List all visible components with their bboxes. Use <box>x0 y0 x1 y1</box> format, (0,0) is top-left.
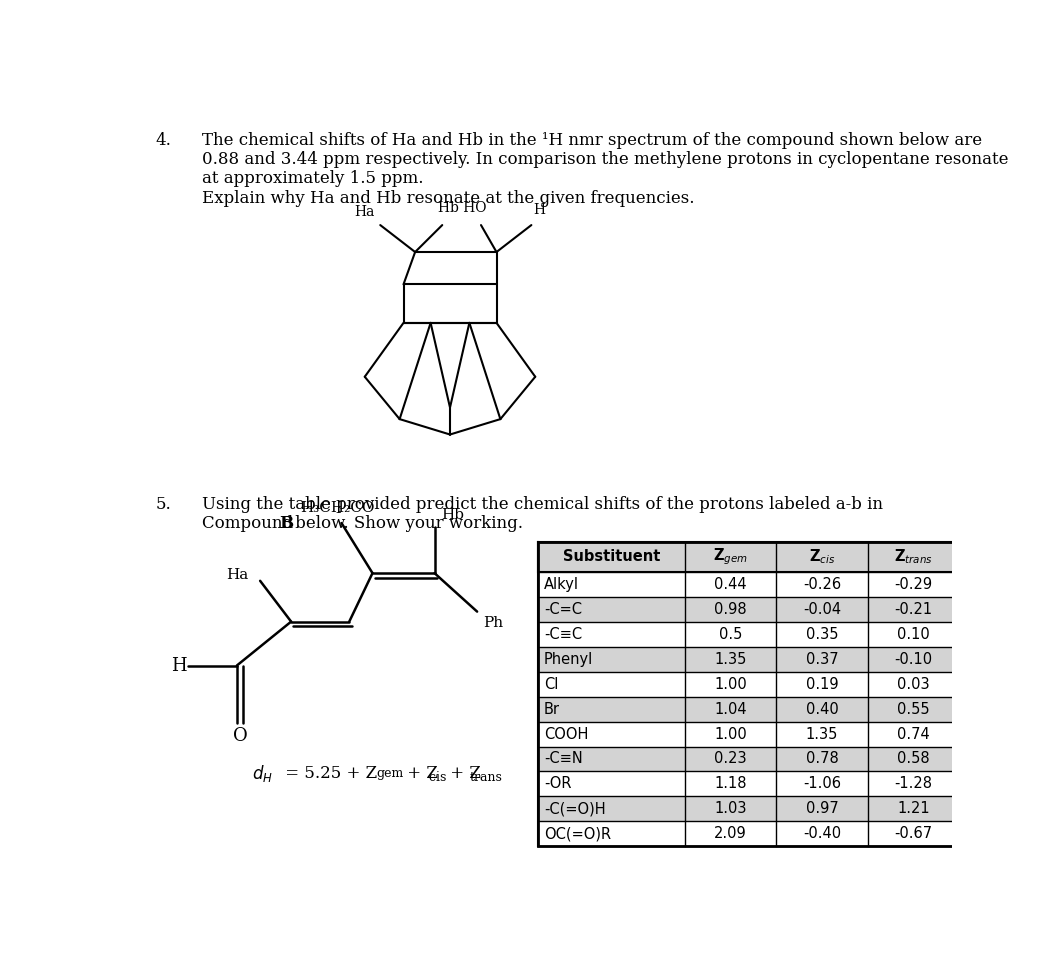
Text: Phenyl: Phenyl <box>544 651 594 667</box>
Bar <box>537 542 960 847</box>
Text: 0.58: 0.58 <box>897 751 930 766</box>
Text: -0.40: -0.40 <box>803 827 841 841</box>
Text: $d_{H}$: $d_{H}$ <box>253 763 273 784</box>
Text: 1.21: 1.21 <box>897 802 930 816</box>
Text: Z$_{gem}$: Z$_{gem}$ <box>713 547 748 567</box>
Bar <box>537 696 960 721</box>
Text: below. Show your working.: below. Show your working. <box>290 515 523 533</box>
Text: 0.35: 0.35 <box>806 627 838 642</box>
Text: B: B <box>279 515 294 533</box>
Text: H₃CH₂CO: H₃CH₂CO <box>300 501 375 515</box>
Text: Hb: Hb <box>441 508 463 521</box>
Text: 0.5: 0.5 <box>718 627 743 642</box>
Text: -1.28: -1.28 <box>894 777 932 791</box>
Text: Cl: Cl <box>544 676 559 692</box>
Text: Explain why Ha and Hb resonate at the given frequencies.: Explain why Ha and Hb resonate at the gi… <box>202 190 694 207</box>
Text: 1.03: 1.03 <box>714 802 747 816</box>
Bar <box>537 796 960 821</box>
Bar <box>537 622 960 647</box>
Text: + Z: + Z <box>444 764 480 782</box>
Text: trans: trans <box>470 771 503 785</box>
Text: -C=C: -C=C <box>544 602 582 617</box>
Text: 0.37: 0.37 <box>806 651 838 667</box>
Text: Alkyl: Alkyl <box>544 577 579 592</box>
Text: -0.26: -0.26 <box>803 577 841 592</box>
Bar <box>537 771 960 796</box>
Bar <box>537 746 960 771</box>
Text: 0.10: 0.10 <box>897 627 930 642</box>
Text: -0.67: -0.67 <box>894 827 932 841</box>
Text: Br: Br <box>544 701 560 717</box>
Text: 0.40: 0.40 <box>805 701 838 717</box>
Text: 1.00: 1.00 <box>714 676 747 692</box>
Text: at approximately 1.5 ppm.: at approximately 1.5 ppm. <box>202 171 423 188</box>
Bar <box>537 647 960 672</box>
Text: -C≡C: -C≡C <box>544 627 582 642</box>
Text: -0.29: -0.29 <box>894 577 932 592</box>
Text: Z$_{trans}$: Z$_{trans}$ <box>894 548 933 566</box>
Text: -C(=O)H: -C(=O)H <box>544 802 605 816</box>
Text: Ha: Ha <box>226 568 249 582</box>
Text: 0.97: 0.97 <box>805 802 838 816</box>
Bar <box>537 572 960 597</box>
Text: -0.04: -0.04 <box>803 602 841 617</box>
Text: 0.78: 0.78 <box>805 751 838 766</box>
Text: Using the table provided predict the chemical shifts of the protons labeled a-b : Using the table provided predict the che… <box>202 496 883 513</box>
Text: H: H <box>171 656 186 674</box>
Bar <box>537 821 960 847</box>
Text: -0.21: -0.21 <box>894 602 932 617</box>
Text: 1.35: 1.35 <box>806 726 838 741</box>
Text: 0.98: 0.98 <box>714 602 747 617</box>
Text: 0.88 and 3.44 ppm respectively. In comparison the methylene protons in cyclopent: 0.88 and 3.44 ppm respectively. In compa… <box>202 151 1008 169</box>
Text: 1.35: 1.35 <box>714 651 747 667</box>
Bar <box>537 542 960 572</box>
Text: -C≡N: -C≡N <box>544 751 583 766</box>
Text: 0.55: 0.55 <box>897 701 930 717</box>
Bar <box>537 672 960 696</box>
Text: 1.04: 1.04 <box>714 701 747 717</box>
Text: 0.44: 0.44 <box>714 577 747 592</box>
Text: 5.: 5. <box>156 496 171 513</box>
Text: Z$_{cis}$: Z$_{cis}$ <box>808 548 835 566</box>
Text: Compound: Compound <box>202 515 298 533</box>
Text: 2.09: 2.09 <box>714 827 747 841</box>
Text: H: H <box>533 203 546 217</box>
Text: 1.18: 1.18 <box>714 777 747 791</box>
Text: -1.06: -1.06 <box>803 777 841 791</box>
Text: COOH: COOH <box>544 726 588 741</box>
Text: Ha: Ha <box>354 205 375 219</box>
Text: Ph: Ph <box>484 616 504 630</box>
Text: 1.00: 1.00 <box>714 726 747 741</box>
Text: 0.03: 0.03 <box>897 676 930 692</box>
Bar <box>537 597 960 622</box>
Text: 0.74: 0.74 <box>897 726 930 741</box>
Text: = 5.25 + Z: = 5.25 + Z <box>279 764 377 782</box>
Text: + Z: + Z <box>402 764 438 782</box>
Text: Hb HO: Hb HO <box>438 201 487 215</box>
Text: 0.19: 0.19 <box>806 676 838 692</box>
Text: The chemical shifts of Ha and Hb in the ¹H nmr spectrum of the compound shown be: The chemical shifts of Ha and Hb in the … <box>202 132 982 148</box>
Text: -OR: -OR <box>544 777 571 791</box>
Text: O: O <box>234 727 249 745</box>
Text: 0.23: 0.23 <box>714 751 747 766</box>
Text: Substituent: Substituent <box>563 550 660 564</box>
Text: cis: cis <box>425 771 446 785</box>
Bar <box>537 721 960 746</box>
Text: gem: gem <box>377 766 403 780</box>
Text: 4.: 4. <box>156 132 171 148</box>
Text: -0.10: -0.10 <box>894 651 932 667</box>
Text: OC(=O)R: OC(=O)R <box>544 827 610 841</box>
